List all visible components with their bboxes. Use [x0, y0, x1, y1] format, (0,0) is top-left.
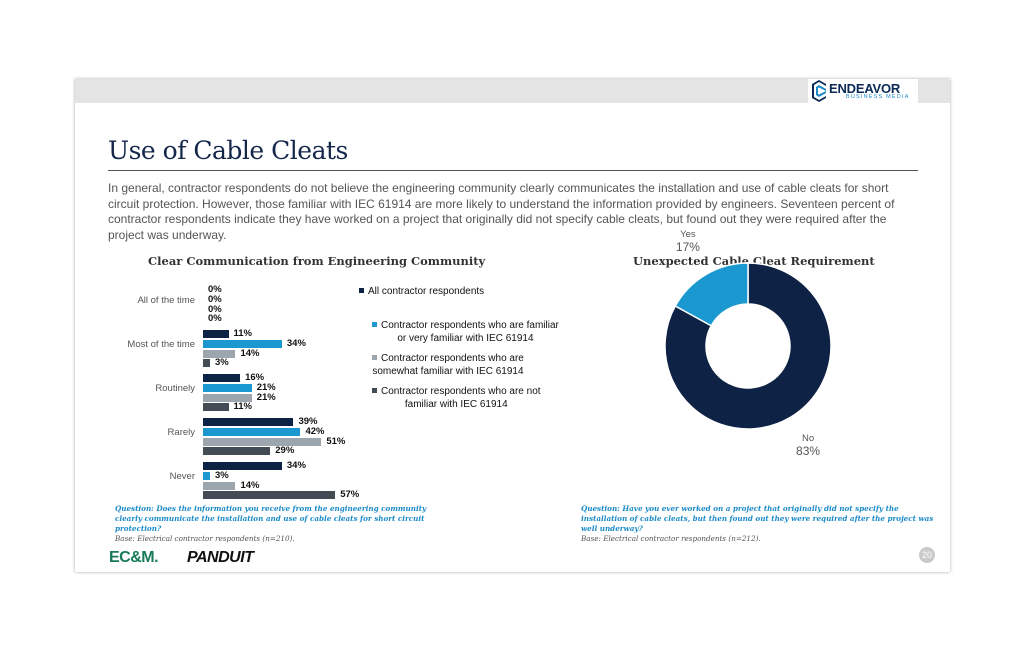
legend-item: Contractor respondents who are familiar o…: [372, 319, 559, 345]
bar-value-label: 0%: [208, 293, 222, 305]
bar: [203, 447, 271, 456]
right-base: Base: Electrical contractor respondents …: [581, 534, 761, 543]
left-note: Question: Does the information you recei…: [115, 504, 455, 544]
bar-value-label: 29%: [275, 445, 295, 457]
bar-value-label: 14%: [240, 347, 260, 359]
bar: [203, 330, 229, 338]
category-label: Most of the time: [127, 339, 195, 350]
page-number: 20: [919, 547, 935, 563]
logo-subtitle: BUSINESS MEDIA: [846, 94, 910, 100]
legend-swatch: [372, 322, 377, 327]
header-bar: [75, 79, 950, 103]
right-note: Question: Have you ever worked on a proj…: [581, 504, 946, 544]
legend-swatch: [359, 288, 364, 293]
bar: [203, 349, 236, 358]
left-base: Base: Electrical contractor respondents …: [115, 534, 295, 543]
bar: [203, 427, 301, 436]
legend-label: All contractor respondents: [368, 286, 485, 297]
donut-slice-label: Yes 17%: [663, 229, 713, 254]
donut-slice: [664, 262, 832, 430]
bar-value-label: 57%: [340, 489, 360, 501]
ecm-logo: EC&M.: [109, 549, 159, 566]
bar: [203, 471, 210, 480]
endeavor-logo-icon: [812, 80, 826, 102]
bar: [203, 491, 336, 500]
page-title: Use of Cable Cleats: [108, 136, 348, 165]
legend-swatch: [372, 355, 377, 360]
bar-value-label: 0%: [208, 303, 222, 315]
donut-slice: [674, 262, 749, 327]
bar-value-label: 11%: [233, 401, 253, 413]
category-label: Never: [169, 471, 195, 482]
right-question: Question: Have you ever worked on a proj…: [581, 504, 934, 533]
logo-name: ENDEAVOR: [829, 81, 901, 96]
slice-value: 83%: [796, 443, 821, 458]
category-label: All of the time: [137, 295, 195, 306]
donut-chart-title: Unexpected Cable Cleat Requirement: [633, 254, 875, 268]
bar: [203, 339, 282, 348]
slide: ENDEAVOR BUSINESS MEDIA Use of Cable Cle…: [75, 79, 950, 572]
bar-value-label: 21%: [256, 381, 276, 393]
bar-value-label: 16%: [245, 372, 265, 383]
legend-swatch: [372, 388, 377, 393]
bar-value-label: 11%: [233, 328, 253, 339]
bar: [203, 374, 241, 382]
intro-paragraph: In general, contractor respondents do no…: [108, 181, 895, 242]
endeavor-logo: ENDEAVOR BUSINESS MEDIA: [808, 79, 918, 105]
bar-value-label: 0%: [208, 313, 222, 325]
slice-value: 17%: [675, 240, 700, 255]
legend-label: or very familiar with IEC 61914: [397, 333, 534, 344]
bar: [203, 393, 252, 402]
slice-name: Yes: [680, 229, 696, 241]
left-question: Question: Does the information you recei…: [115, 504, 427, 533]
slice-name: No: [801, 432, 815, 444]
legend-label: somewhat familiar with IEC 61914: [372, 366, 524, 377]
bar: [203, 481, 236, 490]
bar-value-label: 14%: [240, 479, 260, 491]
legend-label: Contractor respondents who are: [381, 353, 524, 364]
bar-value-label: 0%: [208, 284, 222, 295]
bar: [203, 403, 229, 412]
bar-value-label: 34%: [286, 460, 306, 471]
bar-value-label: 51%: [326, 435, 346, 447]
bar: [203, 359, 210, 368]
bar-value-label: 3%: [214, 469, 229, 481]
legend-item: Contractor respondents who are somewhat f…: [372, 352, 524, 378]
legend-label: Contractor respondents who are not: [381, 386, 541, 397]
bar-value-label: 42%: [305, 425, 325, 437]
category-label: Routinely: [155, 383, 195, 394]
bar-chart-title: Clear Communication from Engineering Com…: [148, 254, 486, 268]
bar: [203, 383, 252, 392]
legend-label: familiar with IEC 61914: [404, 399, 508, 410]
category-label: Rarely: [167, 427, 195, 438]
legend-item: All contractor respondents: [359, 285, 484, 298]
bar: [203, 418, 294, 426]
bar-value-label: 34%: [286, 337, 306, 349]
bar-value-label: 3%: [214, 357, 229, 369]
bar-value-label: 21%: [256, 391, 276, 403]
bar: [203, 462, 282, 470]
bar: [203, 437, 322, 446]
title-divider: [108, 170, 918, 171]
legend-item: Contractor respondents who are not famili…: [372, 385, 541, 411]
donut-slice-label: No 83%: [783, 433, 833, 458]
legend-label: Contractor respondents who are familiar: [381, 320, 559, 331]
panduit-logo: PANDUIT: [187, 549, 254, 566]
bar-value-label: 39%: [298, 416, 318, 427]
